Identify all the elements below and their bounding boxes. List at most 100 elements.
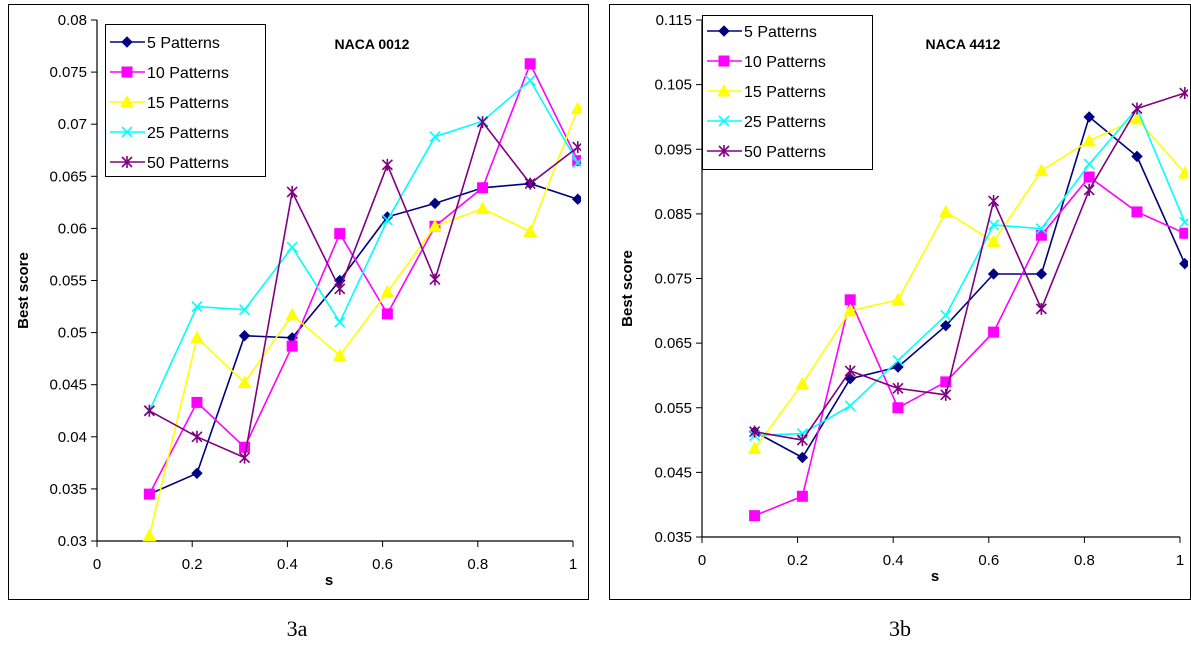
data-point: [381, 308, 393, 320]
data-point: [892, 355, 904, 367]
legend-label: 15 Patterns: [744, 84, 826, 101]
x-tick-label: 0: [698, 552, 706, 569]
legend-box: [702, 15, 873, 170]
x-tick-label: 0.4: [277, 556, 298, 573]
series-4: [749, 102, 1188, 442]
data-point: [381, 158, 393, 171]
data-point: [143, 404, 155, 417]
series-2: [749, 171, 1188, 522]
series-line: [148, 108, 579, 536]
y-tick-label: 0.055: [654, 400, 692, 417]
data-point: [1035, 302, 1047, 315]
x-tick-label: 0.8: [467, 556, 488, 573]
data-point: [1131, 206, 1143, 218]
series-line: [148, 79, 579, 412]
chart-title: NACA 4412: [926, 36, 1001, 52]
y-tick-label: 0.115: [656, 12, 692, 29]
data-point: [191, 300, 203, 313]
series-line: [753, 117, 1186, 449]
data-point: [749, 510, 761, 522]
legend-label: 5 Patterns: [744, 24, 817, 41]
data-point: [428, 219, 442, 232]
y-tick-label: 0.095: [654, 141, 692, 158]
series-5: [749, 87, 1188, 447]
legend-label: 25 Patterns: [744, 114, 826, 131]
data-point: [286, 241, 298, 253]
data-point: [988, 326, 1000, 338]
data-point: [1035, 223, 1047, 235]
y-tick-label: 0.065: [49, 168, 87, 185]
series-4: [143, 74, 581, 417]
data-point: [572, 193, 581, 205]
data-point: [334, 282, 346, 295]
legend-label: 10 Patterns: [744, 54, 826, 71]
data-point: [891, 292, 905, 306]
figure-caption: 3a: [287, 616, 308, 641]
data-point: [1179, 87, 1188, 100]
data-point: [142, 528, 157, 542]
data-point: [749, 425, 761, 438]
y-tick-label: 0.035: [654, 529, 692, 546]
data-point: [795, 376, 810, 390]
data-point: [191, 467, 203, 479]
y-tick-label: 0.04: [58, 429, 87, 446]
data-point: [429, 131, 441, 143]
data-point: [475, 201, 490, 215]
data-point: [524, 58, 536, 70]
y-axis-title: Best score: [15, 252, 32, 329]
data-point: [429, 197, 441, 210]
data-point: [843, 303, 858, 317]
data-point: [1179, 257, 1188, 270]
data-point: [286, 340, 298, 352]
legend-label: 25 Patterns: [147, 125, 229, 142]
data-point: [477, 182, 489, 194]
y-tick-label: 0.07: [58, 116, 87, 133]
x-tick-label: 0.6: [978, 552, 999, 569]
x-tick-label: 0.2: [182, 556, 203, 573]
data-point: [892, 361, 904, 373]
data-point: [572, 157, 581, 169]
series-line: [754, 106, 1186, 437]
data-point: [1083, 171, 1095, 183]
legend-swatch-marker: [718, 145, 730, 157]
data-point: [191, 396, 203, 408]
data-point: [1179, 216, 1188, 228]
legend-swatch-marker: [718, 25, 730, 37]
data-point: [1034, 163, 1049, 177]
data-point: [844, 364, 856, 377]
series-3: [747, 111, 1188, 454]
legend-box: [105, 24, 266, 177]
data-point: [796, 451, 809, 464]
y-tick-label: 0.045: [654, 464, 692, 481]
legend-swatch-marker: [121, 66, 133, 78]
data-point: [1083, 183, 1095, 196]
y-tick-label: 0.105: [654, 77, 692, 94]
series-line: [148, 61, 579, 495]
data-point: [332, 348, 347, 362]
data-point: [238, 330, 251, 342]
data-point: [476, 116, 489, 129]
data-point: [796, 490, 808, 502]
data-point: [1179, 227, 1188, 239]
data-point: [1035, 229, 1047, 241]
legend-swatch-marker: [121, 156, 133, 168]
data-point: [1035, 268, 1048, 280]
legend: 5 Patterns 10 Patterns 15 Patterns 25 Patte…: [702, 15, 873, 170]
data-point: [796, 434, 808, 447]
x-tick-label: 0.4: [883, 552, 904, 569]
series-line: [754, 175, 1186, 517]
data-point: [570, 101, 581, 115]
series-line: [754, 92, 1186, 441]
y-tick-label: 0.03: [58, 533, 87, 550]
y-tick-label: 0.075: [49, 64, 87, 81]
data-point: [334, 316, 346, 328]
data-point: [940, 388, 952, 401]
data-point: [1083, 158, 1095, 170]
series-3: [142, 101, 581, 542]
data-point: [1083, 111, 1095, 123]
y-tick-label: 0.05: [58, 325, 87, 342]
legend-swatch-marker: [718, 55, 730, 67]
x-tick-label: 1: [1176, 552, 1184, 569]
data-point: [1130, 111, 1144, 125]
